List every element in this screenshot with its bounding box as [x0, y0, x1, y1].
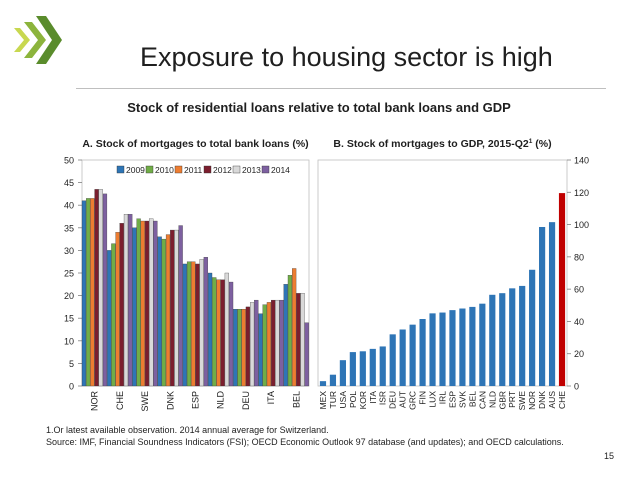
- chart-b-ytick-label: 140: [574, 156, 589, 166]
- chart-b-category-label: CHE: [557, 391, 567, 409]
- chart-b-bar: [479, 304, 485, 386]
- chart-b-bar: [519, 286, 525, 386]
- chart-b-bar: [449, 310, 455, 386]
- chart-b-category-label: NLD: [487, 391, 497, 408]
- chart-b-ytick-label: 100: [574, 220, 589, 230]
- chart-b-category-label: DEU: [388, 391, 398, 409]
- chart-b-category-label: SWE: [517, 391, 527, 411]
- footnote: 1.Or latest available observation. 2014 …: [46, 425, 566, 448]
- chart-b-bar: [459, 309, 465, 386]
- chart-b-category-label: ESP: [447, 391, 457, 408]
- chart-b-category-label: AUT: [398, 391, 408, 408]
- chart-b-title: B. Stock of mortgages to GDP, 2015-Q21 (…: [333, 138, 551, 150]
- chart-b-category-label: SVK: [457, 391, 467, 408]
- chart-b-bar: [509, 288, 515, 386]
- chart-b-category-label: ISR: [378, 391, 388, 405]
- chart-b-bar: [360, 351, 366, 386]
- chart-b-category-label: GRC: [408, 391, 418, 410]
- chart-b-category-label: TUR: [328, 391, 338, 408]
- chart-b-bar: [469, 307, 475, 386]
- chart-b-bar: [499, 293, 505, 386]
- chart-b-category-label: GBR: [497, 391, 507, 409]
- chart-b-category-label: ITA: [368, 391, 378, 404]
- chart-b-category-label: LUX: [428, 391, 438, 408]
- chart-b-category-label: NOR: [527, 391, 537, 410]
- page-number: 15: [604, 451, 614, 461]
- chart-b-ytick-label: 20: [574, 349, 584, 359]
- chart-b-category-label: MEX: [318, 391, 328, 410]
- chart-b-bar: [380, 346, 386, 386]
- chart-b-bar: [419, 319, 425, 386]
- chart-b-bar: [400, 330, 406, 387]
- chart-b-bar: [410, 325, 416, 386]
- chart-b-ytick-label: 0: [574, 382, 579, 392]
- chart-b-bar: [330, 375, 336, 386]
- chart-b-bar: [539, 227, 545, 386]
- chart-b-bar: [489, 295, 495, 386]
- chart-b-bar: [549, 222, 555, 386]
- chart-b-bar: [559, 193, 565, 386]
- chart-b-category-label: PRT: [507, 391, 517, 408]
- footnote-source: Source: IMF, Financial Soundness Indicat…: [46, 437, 566, 449]
- chart-b-category-label: POL: [348, 391, 358, 408]
- chart-b-ytick-label: 120: [574, 188, 589, 198]
- chart-b-bar: [370, 349, 376, 386]
- chart-b-category-label: FIN: [418, 391, 428, 405]
- chart-b-category-label: USA: [338, 391, 348, 409]
- chart-b-category-label: BEL: [467, 391, 477, 407]
- chart-b-bar: [439, 313, 445, 386]
- chart-b-ytick-label: 40: [574, 317, 584, 327]
- chart-b-ytick-label: 80: [574, 252, 584, 262]
- footnote-note: 1.Or latest available observation. 2014 …: [46, 425, 566, 437]
- chart-b-category-label: KOR: [358, 391, 368, 409]
- chart-b-category-label: IRL: [438, 391, 448, 405]
- chart-b-category-label: DNK: [537, 391, 547, 409]
- chart-b-bar: [340, 360, 346, 386]
- chart-b-category-label: AUS: [547, 391, 557, 409]
- chart-b-bar: [429, 313, 435, 386]
- chart-b-bar: [390, 334, 396, 386]
- chart-b-bar: [320, 381, 326, 386]
- chart-b-ytick-label: 60: [574, 285, 584, 295]
- chart-b-bar: [529, 270, 535, 386]
- chart-b-bar: [350, 352, 356, 386]
- chart-b-category-label: CAN: [477, 391, 487, 409]
